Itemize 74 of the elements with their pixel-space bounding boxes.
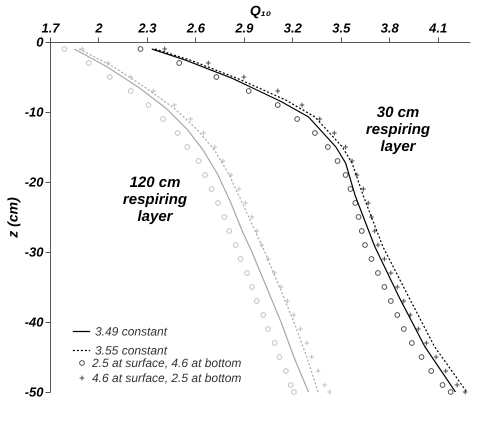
y-tick-label: -10 <box>24 104 44 120</box>
point <box>254 298 260 304</box>
point <box>394 312 400 318</box>
x-tick-label: 2 <box>94 20 104 36</box>
point <box>62 46 68 52</box>
y-tick-label: -20 <box>24 174 44 190</box>
x-tick-label: 3.5 <box>332 20 352 36</box>
point <box>174 130 180 136</box>
x-tick-label: 2.3 <box>137 20 158 36</box>
x-tick-label: 3.2 <box>284 20 303 36</box>
point <box>400 326 407 332</box>
y-tick-label: 0 <box>36 34 44 50</box>
point <box>325 144 331 150</box>
legend-label: 2.5 at surface, 4.6 at bottom <box>91 356 242 370</box>
point <box>86 60 92 66</box>
point <box>222 214 228 220</box>
point <box>215 200 221 206</box>
y-tick-label: -50 <box>24 384 44 400</box>
annotation: 30 cm respiring layer <box>366 104 430 155</box>
point <box>356 214 362 220</box>
point <box>312 130 318 136</box>
point <box>342 172 348 178</box>
point <box>418 354 424 360</box>
legend-label: 3.55 constant <box>95 344 168 358</box>
point <box>276 354 282 360</box>
point <box>348 186 354 192</box>
point <box>265 326 271 332</box>
x-tick-label: 2.6 <box>186 20 206 36</box>
legend-label: 3.49 constant <box>95 324 168 338</box>
point <box>440 382 446 388</box>
point <box>246 88 252 94</box>
point <box>146 102 152 108</box>
point <box>138 46 144 52</box>
point <box>362 242 368 248</box>
point <box>176 60 182 66</box>
point <box>208 186 214 192</box>
point <box>368 256 374 262</box>
point <box>232 242 239 248</box>
point <box>184 144 190 150</box>
x-tick-label: 1.7 <box>41 20 60 36</box>
point <box>274 102 281 108</box>
x-tick-label: 4.1 <box>428 20 448 36</box>
point <box>226 228 232 234</box>
point <box>382 284 388 290</box>
point <box>272 340 278 346</box>
point <box>244 270 250 276</box>
x-axis-title: Q₁₀ <box>250 2 272 18</box>
point <box>375 270 381 276</box>
point <box>409 340 415 346</box>
point <box>106 74 113 80</box>
point <box>288 382 294 388</box>
point <box>202 172 208 178</box>
y-tick-label: -30 <box>24 244 44 260</box>
point <box>358 228 365 234</box>
point <box>214 74 220 80</box>
point <box>291 389 297 395</box>
point <box>283 368 289 374</box>
point <box>352 200 358 206</box>
point <box>128 88 134 94</box>
x-tick-label: 2.9 <box>234 20 254 36</box>
x-tick-label: 3.8 <box>380 20 400 36</box>
y-axis-title: z (cm) <box>4 196 21 239</box>
point <box>294 116 300 122</box>
point <box>196 158 202 164</box>
point <box>260 312 266 318</box>
point <box>334 158 340 164</box>
legend-label: 4.6 at surface, 2.5 at bottom <box>92 371 242 385</box>
point <box>249 284 255 290</box>
annotation: 120 cm respiring layer <box>122 174 188 225</box>
point <box>238 256 244 262</box>
point <box>388 298 394 304</box>
point <box>160 116 166 122</box>
point <box>428 368 434 374</box>
y-tick-label: -40 <box>24 314 44 330</box>
